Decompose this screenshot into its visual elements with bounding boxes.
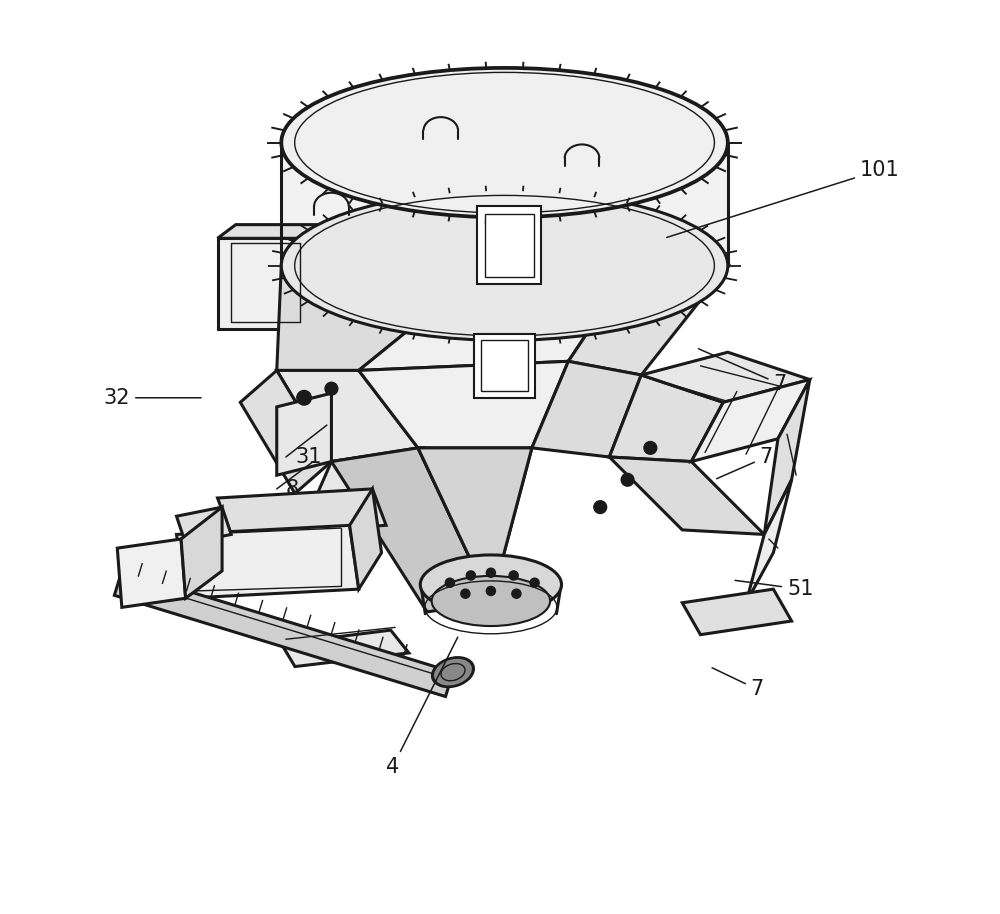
Polygon shape xyxy=(281,630,409,666)
Circle shape xyxy=(512,590,521,599)
Polygon shape xyxy=(277,370,418,462)
Text: 32: 32 xyxy=(104,388,201,408)
Polygon shape xyxy=(481,340,528,391)
Text: 51: 51 xyxy=(735,579,814,600)
Circle shape xyxy=(297,390,311,405)
Circle shape xyxy=(644,441,657,454)
Text: 101: 101 xyxy=(667,160,900,238)
Polygon shape xyxy=(240,370,331,494)
Polygon shape xyxy=(218,225,322,239)
Polygon shape xyxy=(485,214,534,277)
Circle shape xyxy=(530,579,539,588)
Polygon shape xyxy=(218,489,386,535)
Ellipse shape xyxy=(433,658,473,686)
Polygon shape xyxy=(746,480,792,603)
Polygon shape xyxy=(277,266,471,370)
Polygon shape xyxy=(277,393,331,475)
Circle shape xyxy=(486,587,495,596)
Ellipse shape xyxy=(432,576,550,626)
Polygon shape xyxy=(359,273,627,370)
Text: 7: 7 xyxy=(698,349,787,394)
Polygon shape xyxy=(114,571,453,696)
Text: 7: 7 xyxy=(717,447,773,479)
Circle shape xyxy=(594,501,607,514)
Ellipse shape xyxy=(281,68,728,218)
Text: 31: 31 xyxy=(295,447,321,467)
Polygon shape xyxy=(418,448,532,603)
Polygon shape xyxy=(177,526,359,599)
Circle shape xyxy=(621,473,634,486)
Polygon shape xyxy=(609,457,764,535)
Polygon shape xyxy=(117,539,186,607)
Polygon shape xyxy=(277,526,386,590)
Text: 8: 8 xyxy=(286,479,299,499)
Text: 4: 4 xyxy=(386,637,458,777)
Polygon shape xyxy=(300,448,423,535)
Circle shape xyxy=(445,579,454,588)
Ellipse shape xyxy=(420,555,562,614)
Polygon shape xyxy=(474,334,535,398)
Polygon shape xyxy=(304,225,322,329)
Ellipse shape xyxy=(281,191,728,340)
Polygon shape xyxy=(682,590,792,634)
Polygon shape xyxy=(181,507,222,599)
Circle shape xyxy=(325,382,338,395)
Polygon shape xyxy=(532,361,641,457)
Circle shape xyxy=(486,569,495,578)
Polygon shape xyxy=(691,379,810,462)
Polygon shape xyxy=(764,379,810,535)
Polygon shape xyxy=(568,266,728,375)
Polygon shape xyxy=(350,489,382,590)
Polygon shape xyxy=(641,352,810,402)
Circle shape xyxy=(509,571,518,580)
Polygon shape xyxy=(359,361,568,448)
Polygon shape xyxy=(218,239,304,329)
Polygon shape xyxy=(331,448,491,611)
Polygon shape xyxy=(281,143,728,266)
Text: 7: 7 xyxy=(712,668,764,699)
Polygon shape xyxy=(177,507,231,544)
Polygon shape xyxy=(477,207,541,284)
Circle shape xyxy=(461,590,470,599)
Polygon shape xyxy=(609,375,723,462)
Circle shape xyxy=(466,571,475,580)
